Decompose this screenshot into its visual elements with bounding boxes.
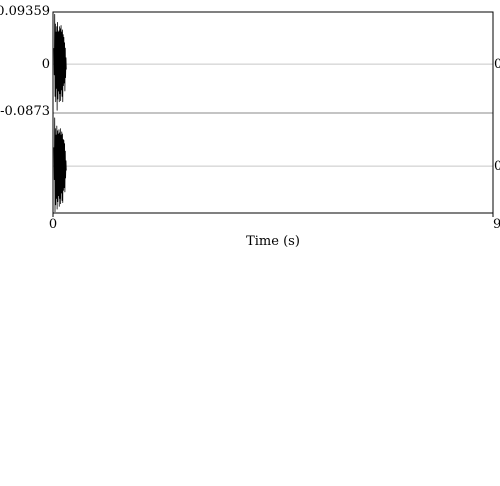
plot-layer xyxy=(53,13,493,213)
x-axis-label: Time (s) xyxy=(246,234,300,249)
y-tick-label-channel-1-2: -0.0873 xyxy=(0,104,50,119)
axis-layer xyxy=(52,11,494,217)
waveform-channel-2 xyxy=(53,117,67,213)
y-tick-label-channel-1-1: 0 xyxy=(42,57,50,72)
x-tick-label-1: 999 xyxy=(493,217,500,232)
y-tick-label-channel-1-0: 0.09359 xyxy=(0,4,50,19)
x-tick-label-0: 0 xyxy=(49,217,57,232)
plot-frame xyxy=(52,11,494,214)
right-label-channel-2-0: 0 xyxy=(494,159,500,174)
right-label-channel-1-0: 0 xyxy=(494,57,500,72)
label-layer: 0.09359 0 -0.0873 0 0 0 999 Time (s) xyxy=(0,4,500,249)
waveform-channel-1 xyxy=(53,13,67,111)
